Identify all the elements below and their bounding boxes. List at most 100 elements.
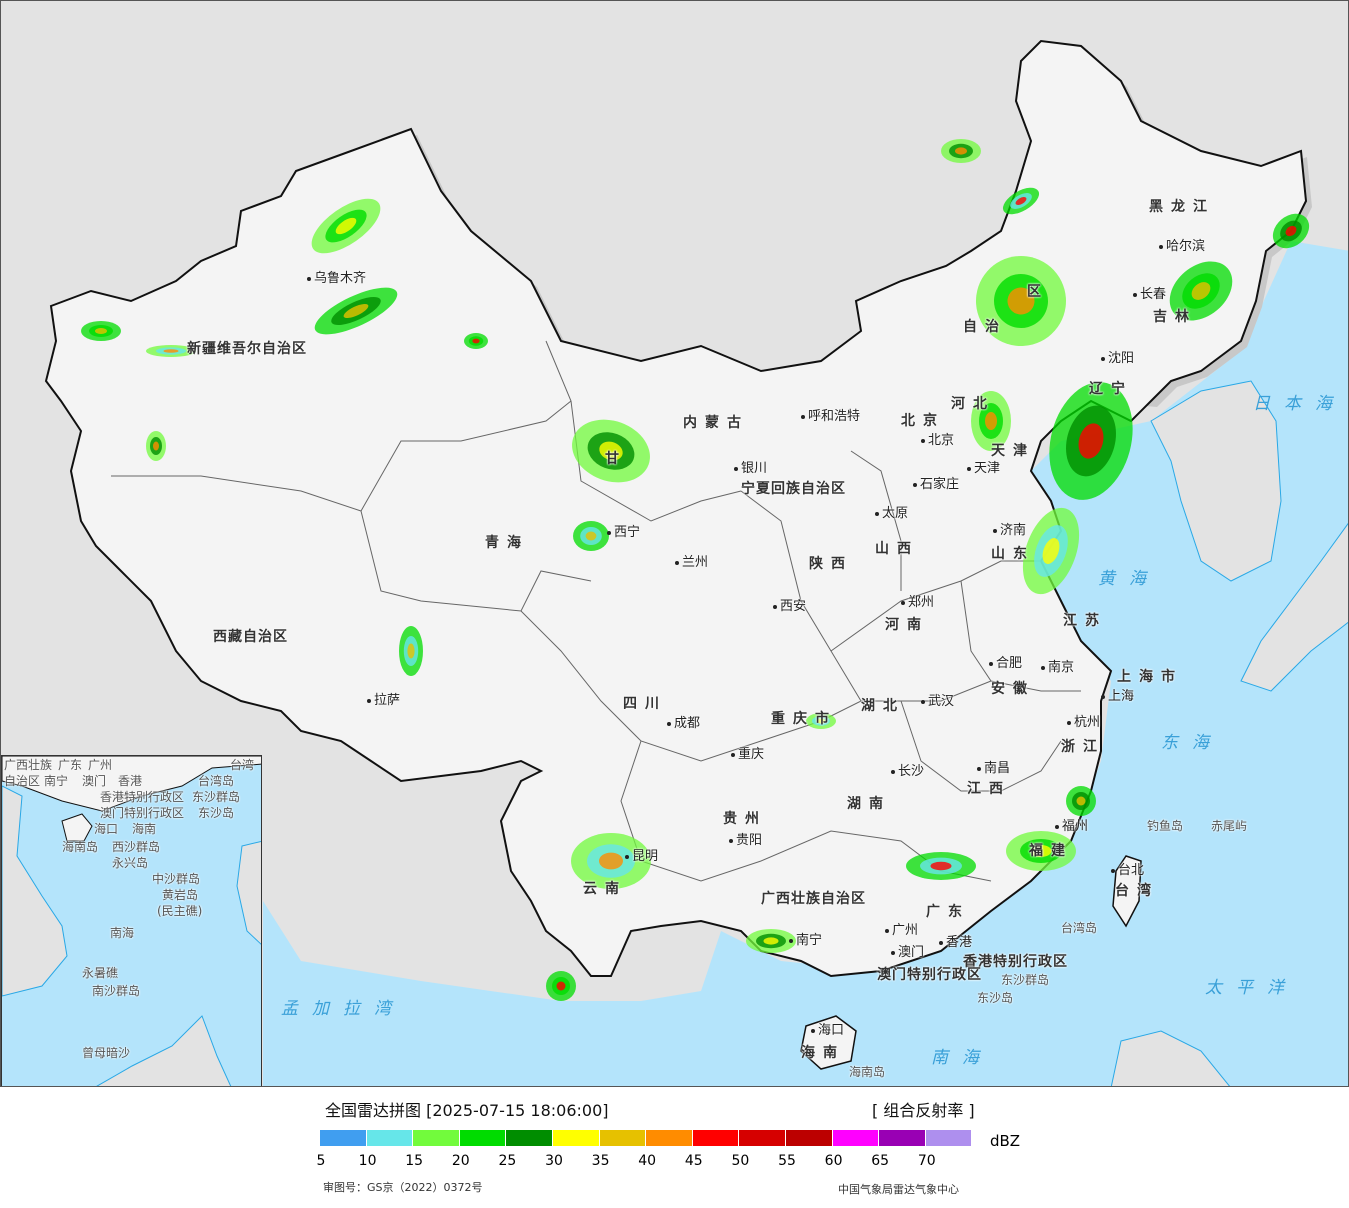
inset-label: 台湾岛: [198, 774, 235, 788]
scale-tick: 45: [684, 1153, 703, 1169]
inset-label: 南海: [110, 926, 135, 940]
inset-label: 广东: [58, 758, 83, 772]
city-label: 成都: [667, 716, 700, 732]
inset-label: 南宁: [44, 774, 69, 788]
color-swatch: [925, 1130, 973, 1146]
radar-echo: [1015, 197, 1027, 205]
city-label: 澳门: [891, 945, 924, 961]
inset-label: 曾母暗沙: [82, 1046, 131, 1060]
province-label: 自治: [963, 319, 1007, 335]
radar-echo: [407, 643, 415, 659]
legend-title: 全国雷达拼图 [2025-07-15 18:06:00]: [325, 1101, 609, 1120]
city-label: 贵阳: [729, 833, 762, 849]
sea-label: 南海: [931, 1048, 993, 1068]
inset-label: 永兴岛: [112, 856, 149, 870]
radar-echo: [1030, 845, 1052, 857]
province-label: 广东: [926, 904, 970, 920]
inset-label: 海南岛: [62, 840, 99, 854]
color-swatch: [646, 1130, 693, 1146]
city-label: 合肥: [989, 656, 1022, 672]
city-label: 兰州: [675, 555, 708, 571]
province-label: 湖南: [847, 796, 891, 812]
province-label: 山东: [991, 546, 1035, 562]
city-label: 长春: [1133, 287, 1166, 303]
island-label: 东沙岛: [977, 991, 1014, 1005]
color-swatch: [739, 1130, 786, 1146]
province-label: 香港特别行政区: [963, 954, 1068, 970]
radar-echo: [472, 338, 480, 344]
radar-echo: [599, 852, 623, 870]
inset-label: 中沙群岛: [152, 872, 201, 886]
city-label: 沈阳: [1101, 351, 1134, 367]
radar-map: 新疆维吾尔自治区 西藏自治区 青海甘内蒙古 自治区黑龙江 吉林 辽宁 河北 山西 陕西 宁夏回族自…: [0, 0, 1349, 1087]
province-label: 台湾: [1115, 883, 1159, 899]
radar-echo: [599, 441, 623, 461]
city-label: 郑州: [901, 595, 934, 611]
province-label: 宁夏回族自治区: [741, 481, 846, 497]
province-label: 青海: [485, 535, 529, 551]
radar-echo: [1191, 282, 1211, 300]
inset-label: 东沙岛: [198, 806, 235, 820]
city-label: 武汉: [921, 694, 954, 710]
province-label: 浙江: [1061, 739, 1105, 755]
radar-echo: [1007, 287, 1035, 315]
scale-tick: 60: [824, 1153, 843, 1169]
city-label: 北京: [921, 433, 954, 449]
province-label: 福建: [1029, 843, 1073, 859]
province-label: 重庆市: [771, 711, 837, 727]
province-label: 新疆维吾尔自治区: [187, 341, 307, 357]
city-label: 太原: [875, 506, 908, 522]
city-label: 台北: [1111, 863, 1144, 879]
inset-label: 东沙群岛: [192, 790, 241, 804]
province-label: 澳门特别行政区: [877, 967, 982, 983]
city-label: 银川: [734, 461, 767, 477]
korea-peninsula: [1150, 380, 1282, 582]
color-swatch: [692, 1130, 740, 1146]
scale-tick: 25: [498, 1153, 517, 1169]
city-label: 海口: [811, 1023, 844, 1039]
province-label: 上海市: [1117, 669, 1183, 685]
color-swatch: [785, 1130, 833, 1146]
city-label: 西宁: [607, 525, 640, 541]
color-swatch: [320, 1130, 367, 1146]
city-label: 南昌: [977, 761, 1010, 777]
province-label: 安徽: [991, 681, 1035, 697]
radar-echo: [955, 147, 967, 155]
radar-echo: [1078, 423, 1104, 459]
city-label: 长沙: [891, 764, 924, 780]
inset-label: 香港特别行政区: [100, 790, 185, 804]
color-swatch: [879, 1130, 926, 1146]
province-label: 北京: [901, 413, 945, 429]
radar-echo: [556, 981, 566, 991]
unit-label: dBZ: [990, 1132, 1021, 1150]
radar-echo: [1042, 538, 1060, 564]
inset-borneo: [96, 1015, 232, 1086]
province-label: 甘: [605, 451, 627, 467]
radar-echo: [1076, 796, 1086, 806]
province-label: 广西壮族自治区: [761, 891, 866, 907]
province-label: 西藏自治区: [213, 629, 288, 645]
radar-echo: [930, 861, 952, 871]
inset-label: 澳门: [82, 774, 107, 788]
island-label: 钓鱼岛: [1147, 819, 1184, 833]
province-label: 区: [1027, 284, 1049, 300]
city-label: 重庆: [731, 747, 764, 763]
province-label: 天津: [991, 443, 1035, 459]
inset-philippines: [236, 840, 261, 945]
province-label: 吉林: [1153, 309, 1197, 325]
inset-label: 香港: [118, 774, 143, 788]
province-label: 辽宁: [1089, 381, 1133, 397]
radar-echo: [985, 412, 997, 430]
province-label: 江西: [967, 781, 1011, 797]
scale-tick: 10: [358, 1153, 377, 1169]
city-label: 石家庄: [913, 477, 959, 493]
color-swatch: [459, 1130, 507, 1146]
sea-label: 黄海: [1098, 569, 1160, 589]
review-number: 审图号：GS京（2022）0372号: [323, 1181, 483, 1194]
color-swatch: [506, 1130, 553, 1146]
island-label: 海南岛: [849, 1065, 886, 1079]
city-label: 哈尔滨: [1159, 239, 1205, 255]
inset-label: 自治区: [4, 774, 41, 788]
inset-label: 广西壮族: [4, 758, 53, 772]
city-label: 西安: [773, 599, 806, 615]
